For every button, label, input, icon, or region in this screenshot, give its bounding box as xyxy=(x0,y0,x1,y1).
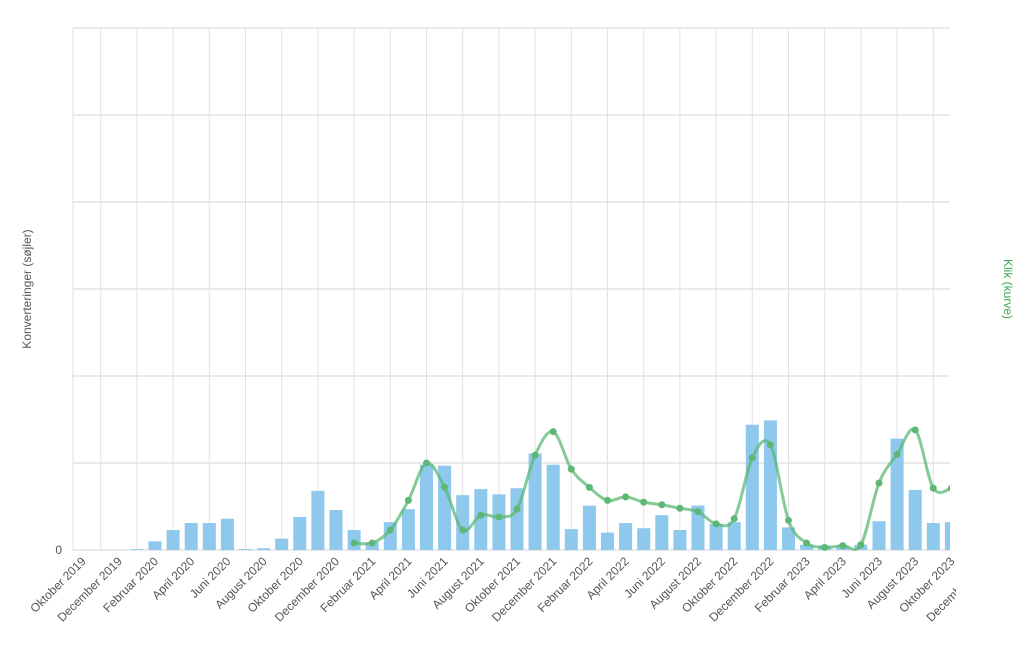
bar xyxy=(130,549,144,550)
bar xyxy=(456,495,470,550)
bar xyxy=(745,424,759,550)
bar xyxy=(546,464,560,550)
line-point xyxy=(893,450,901,458)
bar xyxy=(528,453,542,550)
bar xyxy=(890,438,904,550)
bar xyxy=(727,522,741,550)
bar xyxy=(293,516,307,550)
line-point xyxy=(531,451,539,459)
y-tick-label: 0 xyxy=(55,543,62,557)
line-point xyxy=(423,459,430,467)
bar xyxy=(238,549,253,550)
bar xyxy=(655,515,669,550)
bar xyxy=(564,529,578,550)
bar xyxy=(673,529,687,550)
bar xyxy=(401,509,415,550)
grid xyxy=(72,27,950,551)
bar xyxy=(926,523,940,550)
line-point xyxy=(694,508,702,516)
line-point xyxy=(622,493,630,501)
line-point xyxy=(549,428,557,436)
bar xyxy=(275,538,289,550)
x-tick-label: December 2019 xyxy=(55,554,126,625)
bar xyxy=(619,523,633,550)
bar xyxy=(492,494,506,550)
line-point xyxy=(404,496,412,504)
x-tick-label: December 2020 xyxy=(272,554,343,625)
line-point xyxy=(495,513,503,521)
bar xyxy=(474,489,488,550)
y-axis-title: Konverteringer (søjler) xyxy=(20,229,34,348)
line-point xyxy=(730,515,738,523)
bar xyxy=(872,521,886,550)
bar xyxy=(220,518,234,550)
bar xyxy=(691,505,705,550)
line-point xyxy=(350,539,358,547)
bar xyxy=(709,523,723,550)
bar xyxy=(311,490,325,550)
line-point xyxy=(640,498,648,506)
bar xyxy=(944,522,950,550)
bar xyxy=(166,529,180,550)
line-point xyxy=(785,516,792,524)
y2-axis-title: Klik (kurve) xyxy=(1001,259,1015,319)
line-point xyxy=(386,526,394,534)
line-point xyxy=(459,526,467,534)
line-point xyxy=(929,484,937,492)
bar xyxy=(781,527,796,550)
line-point xyxy=(441,483,449,491)
line-point xyxy=(513,505,521,513)
line-point xyxy=(911,426,919,434)
line-point xyxy=(857,541,865,549)
bar xyxy=(184,523,198,550)
plot-area xyxy=(130,420,950,552)
line-point xyxy=(604,496,611,504)
bar xyxy=(329,509,343,550)
line-point xyxy=(821,543,829,551)
bar xyxy=(148,541,162,550)
line xyxy=(354,427,950,552)
x-tick-label: December 2022 xyxy=(706,554,777,625)
line-point xyxy=(748,454,756,462)
bar xyxy=(202,523,216,550)
line-point xyxy=(947,485,950,492)
bar xyxy=(419,464,434,550)
bar xyxy=(908,489,922,550)
line-point xyxy=(766,441,774,449)
line-point xyxy=(875,479,883,487)
x-tick-label: December 2021 xyxy=(489,554,560,625)
x-tick-label: December 2023 xyxy=(923,554,994,625)
bar xyxy=(637,528,651,550)
line-point xyxy=(477,511,485,519)
line-point xyxy=(676,504,684,512)
line-point xyxy=(585,483,593,491)
bar xyxy=(800,544,814,550)
line-point xyxy=(712,520,720,528)
bar xyxy=(600,532,615,550)
line-point xyxy=(368,539,376,547)
bar xyxy=(582,505,596,550)
line-point xyxy=(567,465,575,473)
line-point xyxy=(803,539,811,547)
line-point xyxy=(839,542,847,550)
line-point xyxy=(658,501,666,509)
bar xyxy=(257,548,271,550)
